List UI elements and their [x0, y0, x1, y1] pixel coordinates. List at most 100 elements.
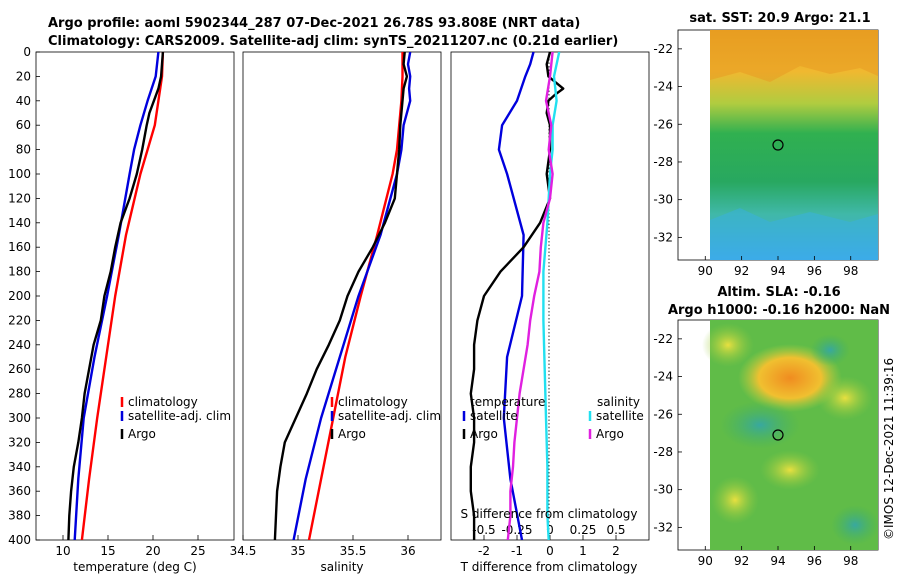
x-tick-label: -2	[478, 544, 490, 558]
map-y-tick-label: -28	[653, 445, 673, 459]
series-line-satellite-adj-clim	[73, 52, 160, 540]
y-tick-label: 260	[8, 362, 31, 376]
legend-label-argo: Argo	[338, 427, 366, 441]
sst-map	[677, 29, 879, 261]
map-x-tick-label: 98	[843, 264, 858, 278]
legend-title-temperature: temperature	[470, 395, 545, 409]
y-tick-label: 280	[8, 387, 31, 401]
difference-legend: temperature satellite Argo salinity sate…	[462, 395, 644, 441]
map-x-tick-label: 90	[698, 264, 713, 278]
legend-label-argo: Argo	[128, 427, 156, 441]
y-tick-label: 80	[16, 143, 31, 157]
salinity-x-ticks: 34.5 35 35.5 36	[230, 535, 416, 558]
legend-label-t-satellite: satellite	[470, 409, 518, 423]
x-tick-label: 1	[579, 544, 587, 558]
y-tick-label: 320	[8, 435, 31, 449]
legend-label-climatology: climatology	[128, 395, 198, 409]
sla-low-anomaly	[720, 401, 800, 449]
difference-x-ticks: -2 -1 0 1 2	[478, 535, 620, 558]
map-y-tick-label: -24	[653, 80, 673, 94]
map-x-tick-label: 90	[698, 554, 713, 568]
temperature-axes	[35, 51, 235, 541]
series-line-argo	[67, 52, 165, 540]
x-tick-label: 25	[190, 544, 205, 558]
x-tick-label: 10	[55, 544, 70, 558]
sla-map	[677, 319, 879, 551]
y-tick-label: 400	[8, 533, 31, 547]
top-tick-label: 0	[546, 523, 554, 537]
header-line-2: Climatology: CARS2009. Satellite-adj cli…	[48, 34, 618, 49]
y-tick-label: 120	[8, 191, 31, 205]
temperature-series	[67, 52, 165, 540]
sla-low-anomaly	[810, 334, 850, 366]
legend-label-s-satellite: satellite	[596, 409, 644, 423]
temperature-legend: climatology satellite-adj. clim Argo	[120, 395, 231, 441]
difference-xlabel: T difference from climatology	[460, 560, 638, 574]
x-tick-label: 0	[546, 544, 554, 558]
sla-map-ticks: 90 92 94 96 98 -22 -24 -26 -28 -30 -32	[653, 332, 858, 568]
legend-label-satellite: satellite-adj. clim	[338, 409, 441, 423]
y-tick-label: 160	[8, 240, 31, 254]
salinity-legend: climatology satellite-adj. clim Argo	[330, 395, 441, 441]
y-tick-label: 200	[8, 289, 31, 303]
top-tick-label: 0.25	[570, 523, 597, 537]
sst-map-ticks: 90 92 94 96 98 -22 -24 -26 -28 -30 -32	[653, 42, 858, 278]
sst-argo-marker	[772, 139, 784, 151]
y-tick-label: 20	[16, 69, 31, 83]
copyright-stamp: ©IMOS 12-Dec-2021 11:39:16	[882, 358, 896, 540]
map-x-tick-label: 94	[770, 264, 785, 278]
map-y-tick-label: -32	[653, 520, 673, 534]
map-x-tick-label: 96	[807, 264, 822, 278]
sst-warm-patch	[710, 30, 878, 82]
legend-label-t-argo: Argo	[470, 427, 498, 441]
x-tick-label: 2	[612, 544, 620, 558]
sst-cool-patch	[710, 208, 878, 260]
y-tick-label: 0	[23, 45, 31, 59]
top-tick-label: 0.5	[606, 523, 625, 537]
y-tick-label: 360	[8, 484, 31, 498]
sla-map-title-2: Argo h1000: -0.16 h2000: NaN	[668, 303, 890, 318]
legend-label-s-argo: Argo	[596, 427, 624, 441]
series-line-t-satellite	[497, 52, 535, 540]
map-x-tick-label: 92	[734, 554, 749, 568]
series-line-s-satellite	[542, 52, 561, 540]
top-tick-label: -0.5	[472, 523, 495, 537]
x-tick-label: -1	[511, 544, 523, 558]
difference-series	[469, 52, 565, 540]
map-y-tick-label: -26	[653, 407, 673, 421]
sla-blob	[760, 450, 820, 490]
y-tick-label: 300	[8, 411, 31, 425]
x-tick-label: 36	[400, 544, 415, 558]
y-tick-label: 180	[8, 265, 31, 279]
salinity-axes	[242, 51, 442, 541]
salinity-xlabel: salinity	[320, 560, 363, 574]
legend-title-salinity: salinity	[597, 395, 640, 409]
map-y-tick-label: -26	[653, 117, 673, 131]
series-line-climatology	[80, 52, 165, 540]
y-tick-label: 340	[8, 460, 31, 474]
legend-label-climatology: climatology	[338, 395, 408, 409]
map-y-tick-label: -30	[653, 193, 673, 207]
top-tick-label: -0.25	[501, 523, 532, 537]
y-tick-label: 140	[8, 216, 31, 230]
y-tick-label: 380	[8, 509, 31, 523]
header-line-1: Argo profile: aoml 5902344_287 07-Dec-20…	[48, 16, 580, 31]
series-line-s-argo	[506, 52, 554, 540]
x-tick-label: 35.5	[340, 544, 367, 558]
map-y-tick-label: -28	[653, 155, 673, 169]
x-tick-label: 34.5	[230, 544, 257, 558]
legend-label-satellite: satellite-adj. clim	[128, 409, 231, 423]
x-tick-label: 35	[290, 544, 305, 558]
sla-blob	[711, 476, 759, 524]
y-tick-label: 60	[16, 118, 31, 132]
series-line-climatology	[307, 52, 404, 540]
sla-argo-marker	[772, 429, 784, 441]
y-tick-label: 40	[16, 94, 31, 108]
y-tick-label: 100	[8, 167, 31, 181]
sla-low-anomaly	[831, 505, 879, 545]
map-y-tick-label: -30	[653, 483, 673, 497]
y-tick-label: 240	[8, 338, 31, 352]
map-y-tick-label: -22	[653, 42, 673, 56]
sst-map-title: sat. SST: 20.9 Argo: 21.1	[689, 11, 870, 26]
